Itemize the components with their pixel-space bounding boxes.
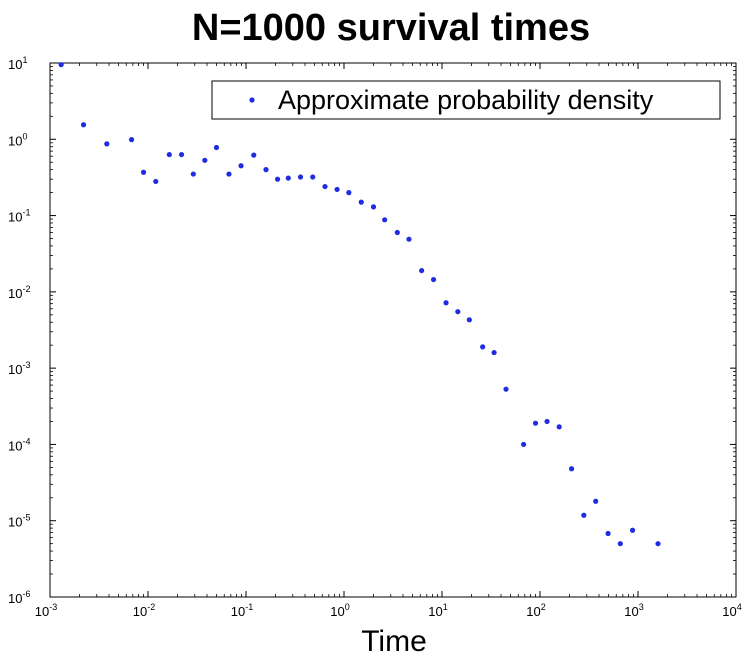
data-point bbox=[190, 171, 196, 177]
data-point bbox=[605, 530, 611, 537]
data-point bbox=[370, 204, 377, 210]
y-tick-label: 10-2 bbox=[8, 284, 30, 301]
data-point bbox=[104, 141, 110, 147]
data-point bbox=[274, 176, 281, 182]
y-tick-label: 10-6 bbox=[8, 589, 30, 606]
data-point bbox=[322, 183, 328, 190]
data-point bbox=[263, 167, 269, 173]
data-point bbox=[406, 236, 412, 242]
x-tick-label: 10-2 bbox=[133, 602, 155, 619]
data-point bbox=[202, 157, 208, 163]
data-point bbox=[226, 171, 232, 177]
data-point bbox=[455, 309, 461, 315]
data-point bbox=[568, 466, 575, 472]
y-tick-label: 10-1 bbox=[8, 208, 30, 225]
legend: Approximate probability density bbox=[211, 80, 721, 120]
data-point bbox=[310, 174, 316, 180]
plot-area bbox=[49, 62, 737, 598]
data-point bbox=[544, 418, 550, 425]
data-point bbox=[382, 217, 388, 223]
y-tick-label: 10-4 bbox=[8, 436, 30, 453]
data-point bbox=[480, 344, 486, 350]
major-ticks bbox=[49, 62, 737, 598]
data-point bbox=[238, 163, 244, 169]
x-tick-labels: 10-3 10-2 10-1 100 101 102 103 104 bbox=[35, 602, 742, 619]
y-tick-label: 101 bbox=[8, 55, 27, 72]
data-point bbox=[394, 229, 400, 236]
data-point bbox=[466, 317, 472, 323]
legend-label: Approximate probability density bbox=[278, 85, 654, 115]
data-point bbox=[213, 144, 220, 151]
y-tick-label: 10-3 bbox=[8, 360, 30, 377]
x-tick-label: 100 bbox=[330, 602, 349, 619]
legend-box bbox=[211, 80, 721, 120]
data-point bbox=[166, 151, 172, 158]
data-point bbox=[617, 541, 623, 547]
data-point bbox=[285, 175, 291, 181]
data-point bbox=[140, 169, 147, 175]
minor-ticks bbox=[50, 63, 736, 597]
data-point bbox=[520, 441, 527, 448]
data-points bbox=[58, 62, 661, 547]
data-point bbox=[419, 267, 425, 274]
legend-marker bbox=[249, 97, 255, 103]
y-tick-label: 10-5 bbox=[8, 513, 30, 530]
data-point bbox=[593, 498, 599, 504]
data-point bbox=[58, 62, 64, 68]
data-point bbox=[556, 424, 562, 430]
data-point bbox=[503, 386, 509, 392]
data-point bbox=[297, 174, 304, 180]
y-tick-labels: 10-6 10-5 10-4 10-3 10-2 10-1 100 101 bbox=[8, 55, 30, 606]
x-axis-label: Time bbox=[361, 625, 427, 658]
y-tick-label: 100 bbox=[8, 131, 27, 148]
x-tick-label: 103 bbox=[624, 602, 643, 619]
data-point bbox=[358, 199, 364, 205]
x-tick-label: 101 bbox=[428, 602, 447, 619]
x-tick-label: 10-1 bbox=[231, 602, 253, 619]
data-point bbox=[532, 420, 539, 426]
data-point bbox=[430, 276, 437, 283]
data-point bbox=[251, 152, 257, 158]
data-point bbox=[346, 190, 352, 196]
data-point bbox=[80, 122, 87, 128]
x-tick-label: 10-3 bbox=[35, 602, 57, 619]
data-point bbox=[629, 527, 636, 533]
chart-title: N=1000 survival times bbox=[192, 7, 590, 49]
data-point bbox=[153, 178, 159, 185]
data-point bbox=[334, 186, 340, 193]
x-tick-label: 102 bbox=[526, 602, 545, 619]
data-point bbox=[178, 151, 185, 158]
data-point bbox=[443, 300, 449, 306]
data-point bbox=[491, 349, 497, 356]
x-tick-label: 104 bbox=[722, 602, 741, 619]
data-point bbox=[128, 137, 135, 143]
data-point bbox=[655, 541, 661, 547]
data-point bbox=[581, 512, 587, 518]
